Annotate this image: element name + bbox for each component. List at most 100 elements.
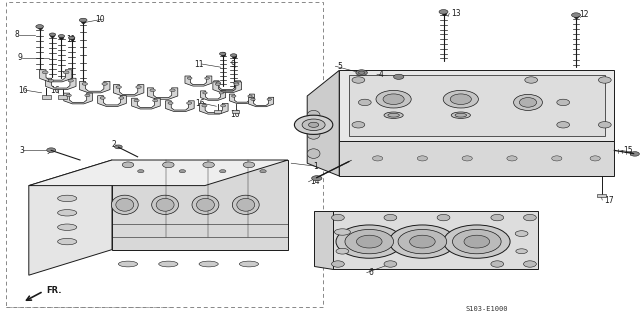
- Polygon shape: [248, 97, 274, 107]
- Circle shape: [372, 156, 383, 161]
- Circle shape: [219, 92, 223, 94]
- Polygon shape: [229, 94, 255, 103]
- Circle shape: [251, 98, 255, 100]
- Circle shape: [234, 82, 238, 84]
- Text: 9: 9: [230, 60, 236, 68]
- Circle shape: [462, 156, 472, 161]
- Text: 16: 16: [50, 86, 60, 95]
- Ellipse shape: [384, 112, 403, 118]
- Text: 4: 4: [379, 70, 384, 79]
- Ellipse shape: [239, 261, 259, 267]
- Ellipse shape: [58, 195, 77, 202]
- Circle shape: [115, 145, 122, 149]
- Polygon shape: [333, 211, 538, 269]
- Circle shape: [216, 82, 221, 84]
- Circle shape: [590, 156, 600, 161]
- Circle shape: [525, 77, 538, 83]
- Circle shape: [134, 99, 139, 102]
- Ellipse shape: [383, 94, 404, 105]
- Circle shape: [384, 261, 397, 267]
- Ellipse shape: [514, 94, 543, 110]
- Circle shape: [630, 152, 639, 156]
- Polygon shape: [214, 81, 241, 91]
- Ellipse shape: [336, 248, 349, 254]
- Circle shape: [345, 229, 394, 254]
- Ellipse shape: [192, 195, 219, 214]
- Circle shape: [85, 94, 90, 97]
- Polygon shape: [45, 78, 76, 90]
- Ellipse shape: [159, 261, 178, 267]
- Circle shape: [491, 214, 504, 221]
- Circle shape: [243, 162, 255, 168]
- Ellipse shape: [451, 94, 471, 105]
- Circle shape: [384, 214, 397, 221]
- Circle shape: [452, 229, 501, 254]
- Circle shape: [332, 214, 344, 221]
- Circle shape: [215, 83, 220, 85]
- Bar: [58, 95, 67, 99]
- Circle shape: [302, 119, 325, 131]
- Text: 7: 7: [307, 116, 312, 124]
- Text: 15: 15: [623, 146, 632, 155]
- Circle shape: [598, 122, 611, 128]
- Circle shape: [63, 71, 69, 74]
- Ellipse shape: [152, 195, 179, 214]
- Circle shape: [221, 104, 226, 107]
- Circle shape: [230, 54, 237, 57]
- Circle shape: [82, 83, 88, 85]
- Text: 2: 2: [112, 140, 116, 149]
- Text: 14: 14: [310, 177, 320, 186]
- Polygon shape: [314, 211, 333, 269]
- Ellipse shape: [118, 261, 138, 267]
- Circle shape: [439, 10, 448, 14]
- Text: 5: 5: [337, 62, 342, 71]
- Circle shape: [398, 229, 447, 254]
- Polygon shape: [200, 103, 228, 114]
- Circle shape: [524, 261, 536, 267]
- Circle shape: [68, 36, 75, 39]
- Circle shape: [332, 261, 344, 267]
- Circle shape: [153, 99, 158, 102]
- Ellipse shape: [58, 210, 77, 216]
- Circle shape: [394, 74, 404, 79]
- Ellipse shape: [156, 198, 174, 211]
- Text: 6: 6: [369, 268, 374, 277]
- Ellipse shape: [307, 110, 320, 120]
- Circle shape: [116, 86, 122, 88]
- Ellipse shape: [199, 261, 218, 267]
- Circle shape: [598, 77, 611, 83]
- Ellipse shape: [451, 112, 470, 118]
- Circle shape: [260, 170, 266, 173]
- Text: 3: 3: [19, 146, 24, 155]
- Circle shape: [202, 104, 207, 107]
- Text: 16: 16: [18, 86, 28, 95]
- Bar: [597, 194, 606, 197]
- Polygon shape: [339, 70, 614, 141]
- Polygon shape: [147, 88, 178, 99]
- Circle shape: [444, 225, 510, 258]
- Ellipse shape: [237, 198, 255, 211]
- Ellipse shape: [196, 198, 214, 211]
- Text: 1: 1: [314, 162, 318, 171]
- Circle shape: [36, 25, 44, 28]
- Text: 16: 16: [195, 99, 205, 108]
- Ellipse shape: [335, 229, 351, 235]
- Circle shape: [220, 52, 226, 55]
- Circle shape: [170, 89, 175, 92]
- Circle shape: [187, 102, 192, 104]
- Circle shape: [312, 176, 322, 181]
- Polygon shape: [29, 160, 288, 186]
- Bar: [42, 95, 51, 99]
- Circle shape: [267, 98, 271, 100]
- Ellipse shape: [516, 249, 527, 254]
- Circle shape: [220, 170, 226, 173]
- Circle shape: [138, 170, 144, 173]
- Text: 10: 10: [95, 15, 104, 24]
- Polygon shape: [64, 93, 92, 104]
- Ellipse shape: [376, 91, 412, 108]
- Circle shape: [524, 214, 536, 221]
- Text: 11: 11: [194, 60, 204, 68]
- Circle shape: [119, 97, 124, 99]
- Polygon shape: [113, 85, 144, 96]
- Circle shape: [437, 214, 450, 221]
